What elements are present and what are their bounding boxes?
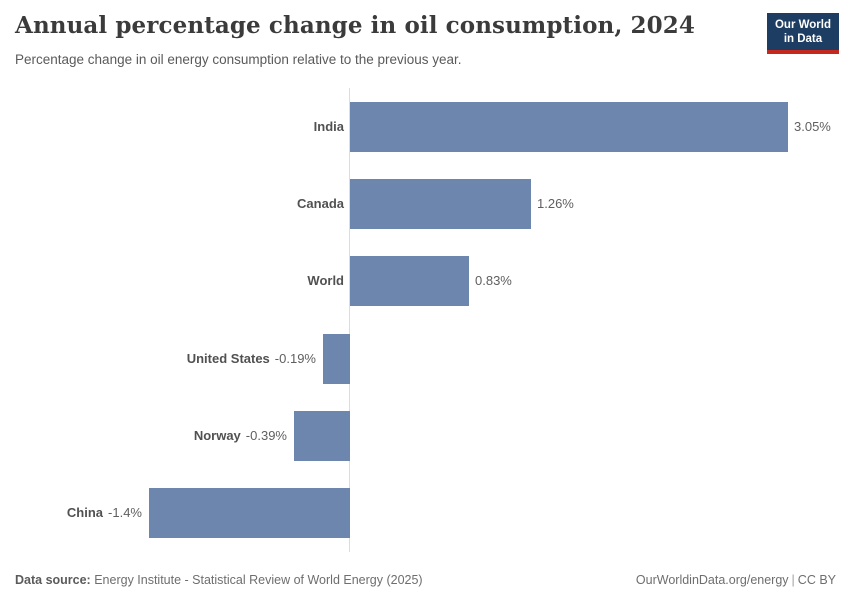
credit-license-link[interactable]: CC BY [797,573,836,587]
category-label-world: World [0,256,344,306]
bar-canada[interactable] [350,179,531,229]
value-label-canada: 1.26% [537,196,574,211]
category-label-united-states: United States -0.19% [0,334,316,384]
value-label-united-states: -0.19% [274,351,316,366]
category-label-canada: Canada [0,179,344,229]
category-name: Canada [297,196,344,211]
category-name: Norway [193,428,241,443]
bar-chart: 3.05% India 1.26% Canada 0.83% World United St… [0,88,850,552]
chart-footer: Data source: Energy Institute - Statisti… [15,573,836,587]
value-label-china: -1.4% [108,505,142,520]
credit-url-link[interactable]: OurWorldinData.org/energy [635,573,789,587]
value-label-world: 0.83% [475,273,512,288]
value-label-india: 3.05% [794,119,831,134]
category-name: World [307,273,344,288]
category-label-china: China -1.4% [0,488,142,538]
credit: OurWorldinData.org/energy | CC BY [636,573,836,587]
owid-logo-line2: in Data [783,33,823,45]
owid-logo[interactable]: Our World in Data [766,13,839,54]
credit-separator: | [791,573,795,587]
bar-india[interactable] [350,102,788,152]
category-name: China [66,505,104,520]
page-title: Annual percentage change in oil consumpt… [15,12,695,39]
bar-china[interactable] [149,488,350,538]
data-source: Data source: Energy Institute - Statisti… [15,573,423,587]
y-axis-line [349,88,350,552]
owid-logo-line1: Our World [774,19,831,31]
page-subtitle: Percentage change in oil energy consumpt… [15,52,462,67]
category-label-india: India [0,102,344,152]
bar-norway[interactable] [294,411,350,461]
data-source-text: Energy Institute - Statistical Review of… [90,573,423,587]
value-label-norway: -0.39% [245,428,287,443]
category-name: United States [186,351,270,366]
category-label-norway: Norway -0.39% [0,411,287,461]
bar-united-states[interactable] [323,334,350,384]
bar-world[interactable] [350,256,469,306]
category-name: India [313,119,344,134]
data-source-label: Data source: [15,573,91,587]
